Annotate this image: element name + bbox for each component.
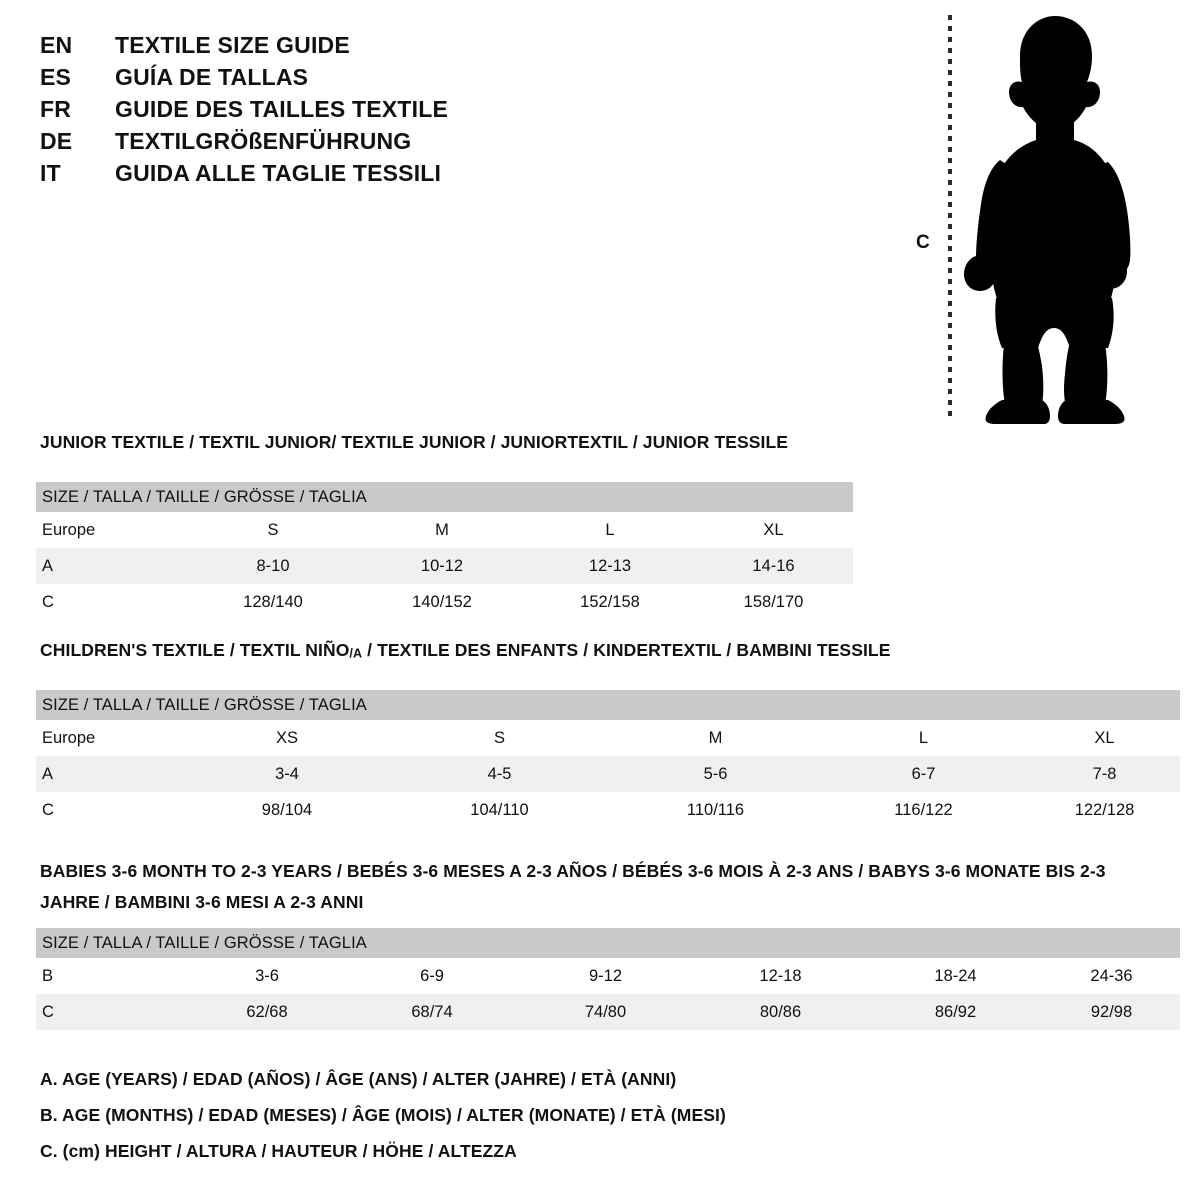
language-code-de: DE [40, 128, 73, 154]
cell-size-s: S [386, 720, 613, 756]
table-row: C 62/68 68/74 74/80 80/86 86/92 92/98 [36, 994, 1181, 1030]
cell-height-m: 110/116 [613, 792, 818, 828]
language-row-de: DE TEXTILGRÖßENFÜHRUNG [40, 128, 560, 160]
table-row: Europe S M L XL [36, 512, 854, 548]
cell-age-l: 6-7 [818, 756, 1029, 792]
cell-height-m: 140/152 [358, 584, 526, 620]
band-label-junior: SIZE / TALLA / TAILLE / GRÖSSE / TAGLIA [36, 482, 854, 512]
cell-height-s: 104/110 [386, 792, 613, 828]
cell-height-xl: 122/128 [1029, 792, 1181, 828]
language-title-en: TEXTILE SIZE GUIDE [115, 32, 350, 58]
cell-size-s: S [188, 512, 358, 548]
language-title-it: GUIDA ALLE TAGLIE TESSILI [115, 160, 442, 186]
table-row: Europe XS S M L XL [36, 720, 1181, 756]
language-row-it: IT GUIDA ALLE TAGLIE TESSILI [40, 160, 560, 192]
cell-height-xs: 98/104 [188, 792, 386, 828]
section-title-babies: BABIES 3-6 MONTH TO 2-3 YEARS / BEBÉS 3-… [40, 861, 1106, 912]
cell-height-s: 128/140 [188, 584, 358, 620]
cell-size-m: M [613, 720, 818, 756]
language-code-it: IT [40, 160, 61, 186]
table-row: C 98/104 104/110 110/116 116/122 122/128 [36, 792, 1181, 828]
row-label-b: B [36, 958, 188, 994]
legend-line-c: C. (cm) HEIGHT / ALTURA / HAUTEUR / HÖHE… [40, 1141, 517, 1161]
size-table-children: SIZE / TALLA / TAILLE / GRÖSSE / TAGLIA … [36, 690, 1181, 828]
section-title-junior: JUNIOR TEXTILE / TEXTIL JUNIOR/ TEXTILE … [40, 432, 789, 452]
cell-age-s: 4-5 [386, 756, 613, 792]
language-title-fr: GUIDE DES TAILLES TEXTILE [115, 96, 448, 122]
cell-age-xs: 3-4 [188, 756, 386, 792]
legend-line-a: A. AGE (YEARS) / EDAD (AÑOS) / ÂGE (ANS)… [40, 1069, 677, 1089]
row-label-a: A [36, 548, 188, 584]
cell-height-xl: 158/170 [694, 584, 854, 620]
cell-months-12-18: 12-18 [693, 958, 868, 994]
cell-size-l: L [526, 512, 694, 548]
cell-height-3-6: 62/68 [188, 994, 346, 1030]
row-label-c: C [36, 584, 188, 620]
language-title-block: EN TEXTILE SIZE GUIDE ES GUÍA DE TALLAS … [40, 32, 560, 192]
cell-height-24-36: 92/98 [1043, 994, 1181, 1030]
row-label-europe: Europe [36, 720, 188, 756]
cell-months-6-9: 6-9 [346, 958, 518, 994]
cell-size-m: M [358, 512, 526, 548]
language-code-es: ES [40, 64, 72, 90]
cell-size-xs: XS [188, 720, 386, 756]
cell-age-xl: 14-16 [694, 548, 854, 584]
band-label-children: SIZE / TALLA / TAILLE / GRÖSSE / TAGLIA [36, 690, 1181, 720]
cell-size-xl: XL [1029, 720, 1181, 756]
cell-age-xl: 7-8 [1029, 756, 1181, 792]
legend-line-b: B. AGE (MONTHS) / EDAD (MESES) / ÂGE (MO… [40, 1105, 726, 1125]
language-row-en: EN TEXTILE SIZE GUIDE [40, 32, 560, 64]
cell-age-m: 10-12 [358, 548, 526, 584]
child-silhouette-icon [964, 16, 1131, 424]
cell-height-6-9: 68/74 [346, 994, 518, 1030]
cell-months-24-36: 24-36 [1043, 958, 1181, 994]
table-band-header-babies: SIZE / TALLA / TAILLE / GRÖSSE / TAGLIA [36, 928, 1181, 958]
cell-height-9-12: 74/80 [518, 994, 693, 1030]
cell-age-l: 12-13 [526, 548, 694, 584]
cell-size-xl: XL [694, 512, 854, 548]
size-table-junior: SIZE / TALLA / TAILLE / GRÖSSE / TAGLIA … [36, 482, 854, 620]
cell-months-9-12: 9-12 [518, 958, 693, 994]
cell-age-m: 5-6 [613, 756, 818, 792]
height-measure-label: C [916, 232, 930, 253]
cell-height-12-18: 80/86 [693, 994, 868, 1030]
cell-months-18-24: 18-24 [868, 958, 1043, 994]
language-row-es: ES GUÍA DE TALLAS [40, 64, 560, 96]
nino-a-suffix: /A [349, 646, 363, 661]
language-title-es: GUÍA DE TALLAS [115, 64, 309, 90]
height-measurement-figure: C [900, 10, 1150, 425]
height-dotted-line [948, 15, 952, 420]
cell-height-l: 152/158 [526, 584, 694, 620]
language-code-en: EN [40, 32, 73, 58]
row-label-c: C [36, 994, 188, 1030]
table-band-header-junior: SIZE / TALLA / TAILLE / GRÖSSE / TAGLIA [36, 482, 854, 512]
table-row: C 128/140 140/152 152/158 158/170 [36, 584, 854, 620]
cell-height-18-24: 86/92 [868, 994, 1043, 1030]
cell-height-l: 116/122 [818, 792, 1029, 828]
language-title-de: TEXTILGRÖßENFÜHRUNG [115, 128, 412, 154]
row-label-c: C [36, 792, 188, 828]
section-title-children-text: CHILDREN'S TEXTILE / TEXTIL NIÑO/A / TEX… [40, 640, 891, 661]
row-label-a: A [36, 756, 188, 792]
band-label-babies: SIZE / TALLA / TAILLE / GRÖSSE / TAGLIA [36, 928, 1181, 958]
table-row: A 8-10 10-12 12-13 14-16 [36, 548, 854, 584]
language-row-fr: FR GUIDE DES TAILLES TEXTILE [40, 96, 560, 128]
section-title-children: CHILDREN'S TEXTILE / TEXTIL NIÑO/A / TEX… [40, 640, 891, 661]
table-band-header-children: SIZE / TALLA / TAILLE / GRÖSSE / TAGLIA [36, 690, 1181, 720]
row-label-europe: Europe [36, 512, 188, 548]
table-row: A 3-4 4-5 5-6 6-7 7-8 [36, 756, 1181, 792]
size-table-babies: SIZE / TALLA / TAILLE / GRÖSSE / TAGLIA … [36, 928, 1181, 1030]
cell-age-s: 8-10 [188, 548, 358, 584]
cell-size-l: L [818, 720, 1029, 756]
language-code-fr: FR [40, 96, 72, 122]
table-row: B 3-6 6-9 9-12 12-18 18-24 24-36 [36, 958, 1181, 994]
cell-months-3-6: 3-6 [188, 958, 346, 994]
